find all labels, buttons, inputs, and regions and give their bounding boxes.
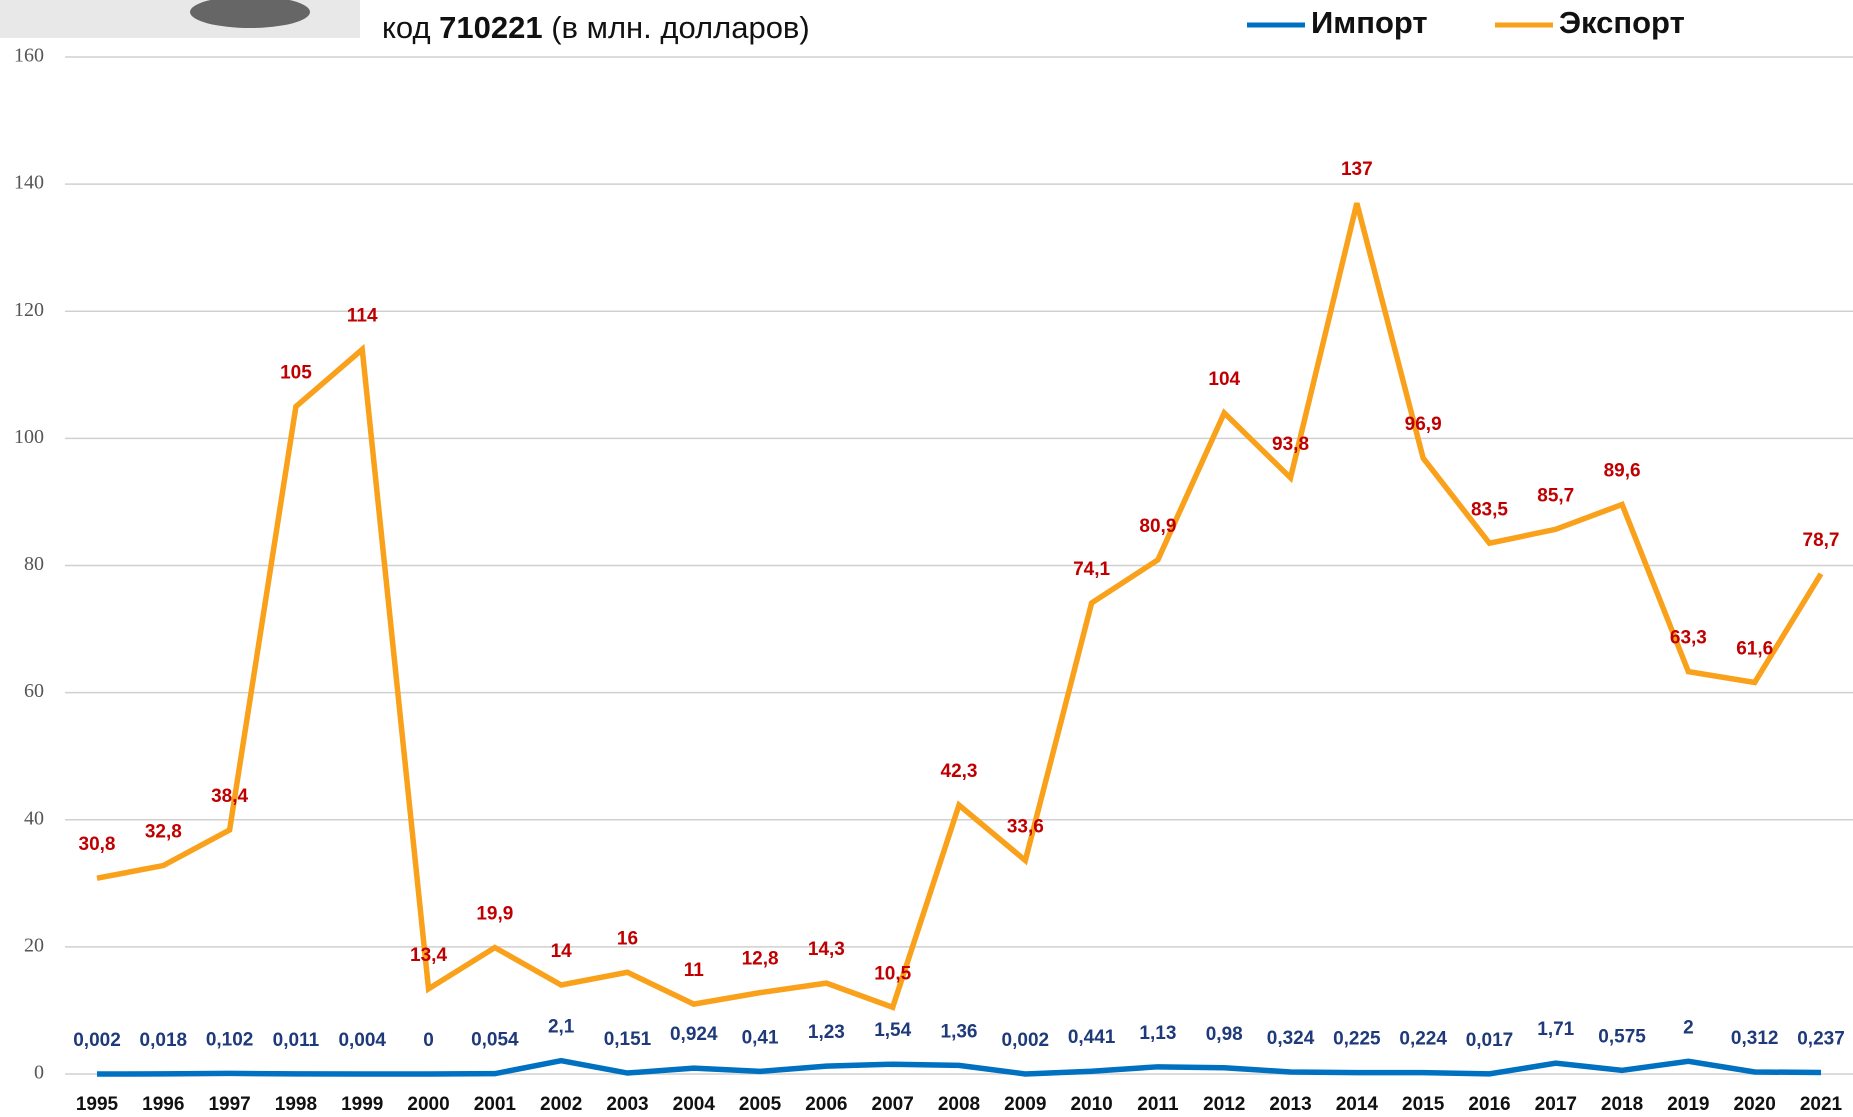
x-tick-label: 2011 [1137,1094,1179,1115]
data-label: 0,224 [1399,1029,1447,1050]
data-label: 0,151 [604,1029,652,1050]
x-tick-label: 2003 [606,1094,648,1115]
y-tick-label: 140 [14,172,44,194]
x-tick-label: 2015 [1402,1094,1445,1115]
x-tick-label: 1997 [208,1094,250,1115]
series-line [97,1061,1821,1074]
x-tick-label: 2002 [540,1094,582,1115]
x-tick-label: 2021 [1800,1094,1843,1115]
data-label: 0,102 [206,1029,254,1050]
x-tick-label: 2014 [1336,1094,1379,1115]
data-label: 0,312 [1731,1028,1779,1049]
x-tick-label: 1995 [76,1094,119,1115]
data-label: 0,98 [1206,1024,1243,1045]
data-label: 61,6 [1736,638,1773,659]
data-label: 1,23 [808,1022,845,1043]
x-tick-label: 2016 [1468,1094,1510,1115]
x-tick-label: 2020 [1734,1094,1776,1115]
photo [0,0,360,38]
y-tick-label: 60 [24,680,44,702]
x-tick-label: 1996 [142,1094,184,1115]
data-label: 89,6 [1604,460,1641,481]
x-tick-label: 2012 [1203,1094,1245,1115]
x-tick-label: 2000 [407,1094,449,1115]
data-label: 0 [423,1030,434,1051]
data-label: 0,002 [73,1030,121,1051]
chart: код 710221 (в млн. долларов) 02040608010… [0,0,1853,1117]
subtitle-part: код [382,10,439,45]
x-tick-label: 1998 [275,1094,317,1115]
y-tick-label: 40 [24,807,44,829]
data-label: 30,8 [79,834,116,855]
x-tick-label: 2013 [1269,1094,1311,1115]
data-label: 11 [684,960,705,981]
x-tick-label: 2018 [1601,1094,1643,1115]
data-label: 33,6 [1007,816,1044,837]
data-label: 16 [617,928,638,949]
data-label: 78,7 [1803,530,1840,551]
data-label: 14,3 [808,939,845,960]
data-label: 10,5 [874,963,911,984]
data-label: 0,017 [1466,1030,1514,1051]
data-label: 80,9 [1139,516,1176,537]
y-tick-label: 100 [14,426,44,448]
data-label: 13,4 [410,945,447,966]
data-label: 0,575 [1598,1026,1646,1047]
data-label: 0,441 [1068,1027,1116,1048]
data-label: 0,324 [1267,1028,1315,1049]
data-label: 0,004 [338,1030,386,1051]
data-label: 105 [280,363,312,384]
x-tick-label: 2007 [872,1094,914,1115]
data-label: 63,3 [1670,628,1707,649]
data-label: 74,1 [1073,559,1110,580]
data-label: 0,225 [1333,1029,1381,1050]
x-tick-label: 2009 [1004,1094,1046,1115]
data-label: 32,8 [145,822,182,843]
data-label: 19,9 [476,904,513,925]
x-tick-label: 2017 [1535,1094,1577,1115]
x-tick-label: 2019 [1667,1094,1709,1115]
data-label: 14 [551,941,573,962]
data-label: 83,5 [1471,499,1508,520]
data-label: 2,1 [548,1017,575,1038]
data-label: 1,54 [874,1020,911,1041]
data-label: 0,237 [1797,1029,1845,1050]
data-label: 1,36 [941,1021,978,1042]
data-label: 2 [1683,1017,1694,1038]
subtitle-code: 710221 [439,10,542,45]
x-tick-label: 2005 [739,1094,782,1115]
x-tick-label: 2008 [938,1094,980,1115]
data-label: 38,4 [211,786,248,807]
data-label: 42,3 [941,761,978,782]
data-label: 12,8 [742,949,779,970]
data-label: 0,011 [273,1030,320,1051]
data-label: 96,9 [1405,414,1442,435]
data-label: 0,924 [670,1024,718,1045]
data-label: 137 [1341,159,1373,180]
y-tick-label: 160 [14,45,44,67]
y-tick-label: 80 [24,553,44,575]
y-tick-label: 20 [24,934,44,956]
data-label: 0,054 [471,1030,519,1051]
subtitle-part: (в млн. долларов) [543,10,810,45]
y-tick-label: 120 [14,299,44,321]
data-label: 1,71 [1537,1019,1574,1040]
subtitle: код 710221 (в млн. долларов) [382,10,810,45]
data-label: 93,8 [1272,434,1309,455]
data-label: 114 [347,305,378,326]
x-tick-label: 2010 [1070,1094,1112,1115]
data-label: 0,41 [742,1027,779,1048]
data-label: 0,002 [1002,1030,1050,1051]
y-tick-label: 0 [34,1062,44,1084]
x-tick-label: 1999 [341,1094,383,1115]
data-label: 1,13 [1139,1023,1176,1044]
legend-label: Экспорт [1559,5,1685,40]
data-label: 0,018 [140,1030,188,1051]
legend-label: Импорт [1311,5,1428,40]
data-label: 104 [1208,369,1240,390]
x-tick-label: 2006 [805,1094,847,1115]
x-tick-label: 2004 [673,1094,716,1115]
x-tick-label: 2001 [474,1094,517,1115]
data-label: 85,7 [1537,485,1574,506]
